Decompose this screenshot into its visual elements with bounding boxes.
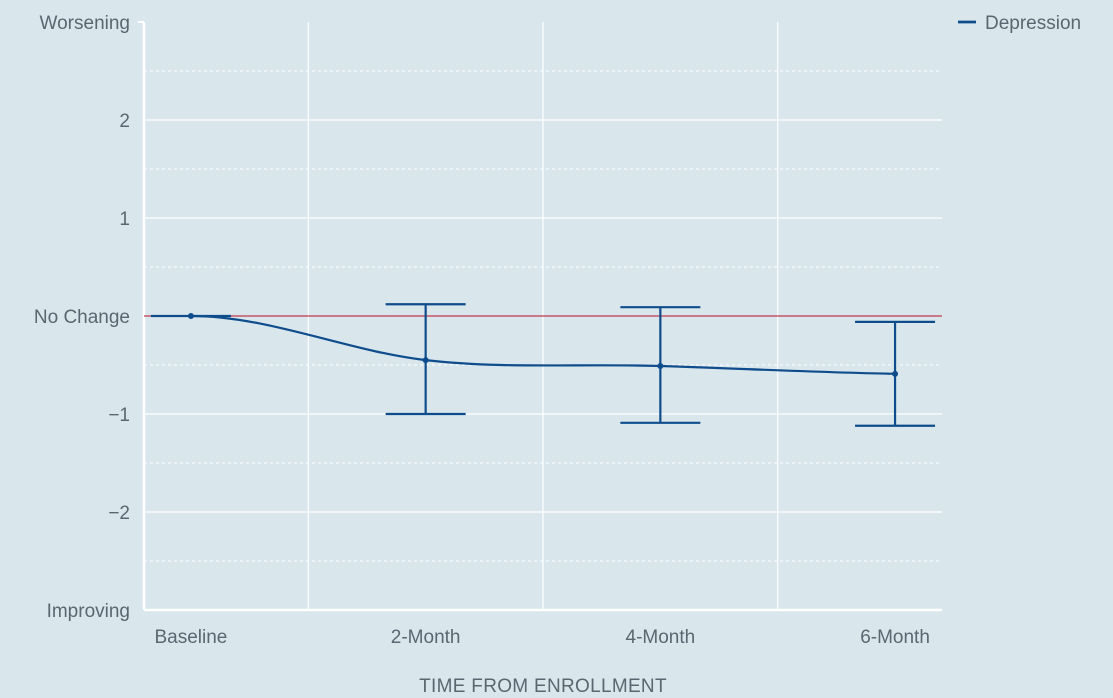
x-axis-title: TIME FROM ENROLLMENT bbox=[419, 676, 667, 697]
data-point bbox=[187, 313, 194, 319]
x-tick-label: 6-Month bbox=[860, 627, 930, 648]
axis-layer bbox=[138, 21, 942, 612]
y-tick-label: −2 bbox=[108, 503, 130, 524]
legend-label: Depression bbox=[985, 13, 1081, 34]
y-tick-label: −1 bbox=[108, 405, 130, 426]
x-tick-label: 4-Month bbox=[626, 627, 696, 648]
data-point bbox=[422, 357, 429, 364]
data-point bbox=[892, 370, 899, 377]
series-line-depression bbox=[190, 314, 896, 375]
y-tick-label: 2 bbox=[119, 111, 130, 132]
x-tick-label: 2-Month bbox=[391, 627, 461, 648]
label-layer: Worsening 2 1 No Change −1 −2 Improving Baselin… bbox=[34, 13, 930, 697]
grid-layer bbox=[144, 22, 942, 610]
y-tick-label: Worsening bbox=[40, 13, 130, 34]
y-tick-label: No Change bbox=[34, 307, 130, 328]
legend: Depression bbox=[958, 13, 1081, 34]
x-tick-label: Baseline bbox=[154, 627, 227, 648]
y-tick-label: Improving bbox=[47, 601, 130, 622]
y-tick-label: 1 bbox=[119, 209, 130, 230]
data-point bbox=[657, 362, 664, 369]
series-layer bbox=[150, 303, 936, 427]
